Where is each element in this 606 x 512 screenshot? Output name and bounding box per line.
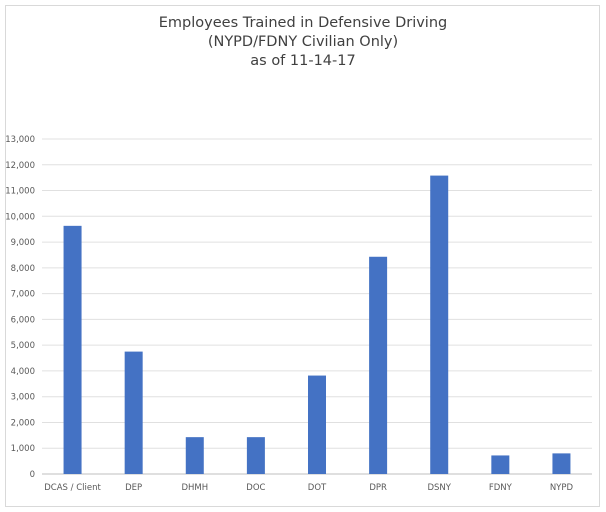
y-tick-label: 12,000: [5, 161, 35, 171]
y-tick-label: 5,000: [11, 341, 35, 351]
bar-dsny: [430, 175, 449, 475]
y-tick-label: 8,000: [11, 264, 35, 274]
chart-title-line-1: Employees Trained in Defensive Driving: [158, 15, 448, 31]
y-tick-label: 11,000: [5, 187, 35, 197]
x-axis-tick-labels: DCAS / Client DEP DHMH DOC DOT DPR DSNY FDNY NYP…: [44, 483, 573, 493]
bar-nypd: [552, 453, 571, 474]
bar-dep: [124, 351, 143, 474]
x-tick-label: DOT: [308, 483, 327, 493]
y-tick-label: 4,000: [11, 367, 35, 377]
x-tick-label: DPR: [369, 483, 387, 493]
y-tick-label: 13,000: [5, 135, 35, 145]
chart-area: [5, 5, 600, 507]
y-tick-label: 7,000: [11, 290, 35, 300]
bar-dhmh: [185, 437, 204, 474]
bar-dot: [308, 375, 326, 474]
x-tick-label: DEP: [125, 483, 142, 493]
x-tick-label: NYPD: [550, 483, 574, 493]
y-tick-label: 6,000: [11, 315, 35, 325]
x-tick-label: DSNY: [427, 483, 451, 493]
bar-fdny: [491, 455, 510, 474]
bar-doc: [246, 437, 265, 474]
x-tick-label: DHMH: [181, 483, 208, 493]
y-axis-tick-labels: 0 1,000 2,000 3,000 4,000 5,000 6,000 7,000 8,00…: [5, 135, 35, 480]
bar-dpr: [369, 256, 388, 474]
chart-title-line-2: (NYPD/FDNY Civilian Only): [207, 34, 399, 50]
x-tick-label: DOC: [246, 483, 265, 493]
y-tick-label: 9,000: [11, 238, 35, 248]
y-tick-label: 3,000: [11, 393, 35, 403]
bars: [63, 175, 571, 475]
x-tick-label: DCAS / Client: [44, 483, 101, 493]
y-tick-label: 0: [30, 470, 35, 480]
chart-title: Employees Trained in Defensive Driving (…: [0, 14, 606, 71]
y-tick-label: 2,000: [11, 418, 35, 428]
chart-title-line-3: as of 11-14-17: [250, 53, 356, 69]
x-tick-label: FDNY: [489, 483, 513, 493]
bar-dcas-client: [63, 225, 82, 474]
y-tick-label: 1,000: [11, 444, 35, 454]
y-tick-label: 10,000: [5, 212, 35, 222]
